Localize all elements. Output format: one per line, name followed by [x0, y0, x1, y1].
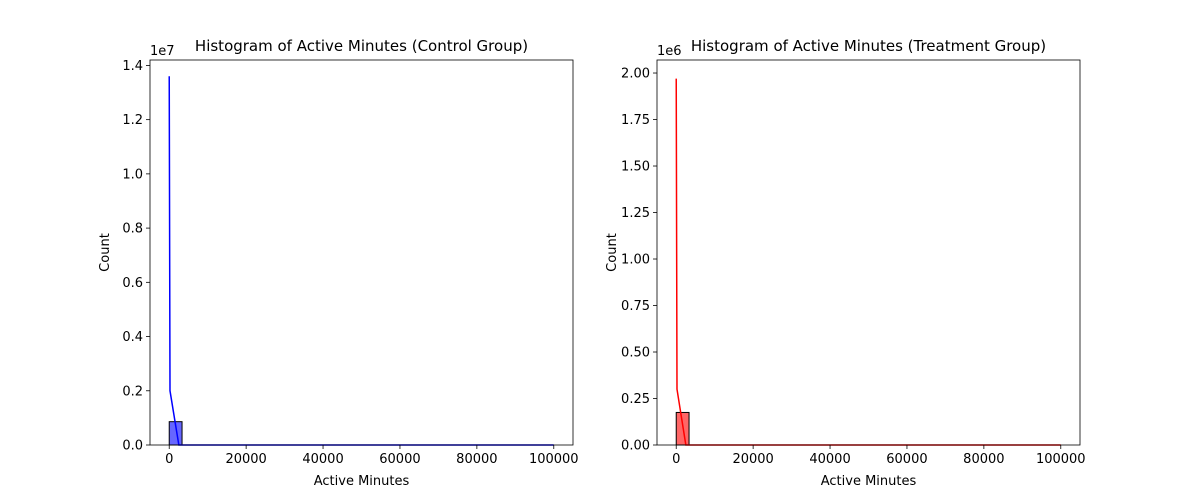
y-tick-label: 0.4: [122, 330, 143, 345]
x-tick-label: 60000: [886, 452, 927, 467]
chart-title: Histogram of Active Minutes (Control Gro…: [195, 37, 528, 55]
chart-treatment: 0 20000 40000 60000 80000 100000 0.00 0.25 0.50 0…: [605, 37, 1086, 489]
y-tick-label: 2.00: [621, 67, 650, 82]
y-tick-label: 0.2: [122, 384, 143, 399]
y-tick-label: 1.75: [621, 113, 650, 128]
x-tick-label: 40000: [302, 452, 343, 467]
y-tick-label: 0.8: [122, 222, 143, 237]
y-tick-label: 0.6: [122, 276, 143, 291]
y-tick-label: 1.4: [122, 59, 143, 74]
y-tick-label: 1.0: [122, 167, 143, 182]
x-tick-label: 80000: [963, 452, 1004, 467]
axes-frame: [149, 59, 574, 446]
x-tick-label: 20000: [732, 452, 773, 467]
chart-control: 0 20000 40000 60000 80000 100000 0.0 0.2 0.4 0.6 0…: [98, 37, 579, 489]
y-tick-label: 0.0: [122, 439, 143, 454]
y-tick-label: 1.25: [621, 206, 650, 221]
kde-line: [168, 76, 554, 446]
y-tick-label: 1.2: [122, 113, 143, 128]
y-offset-text: 1e6: [657, 44, 682, 59]
y-tick-label: 0.00: [621, 439, 650, 454]
x-tick-label: 40000: [809, 452, 850, 467]
x-tick-label: 0: [165, 452, 173, 467]
x-tick-label: 60000: [379, 452, 420, 467]
chart-title: Histogram of Active Minutes (Treatment G…: [691, 37, 1046, 55]
kde-line: [675, 78, 1061, 446]
x-tick-label: 0: [672, 452, 680, 467]
y-tick-label: 0.25: [621, 392, 650, 407]
x-tick-label: 100000: [1036, 452, 1086, 467]
x-tick-label: 80000: [456, 452, 497, 467]
y-tick-label: 0.50: [621, 346, 650, 361]
x-tick-label: 20000: [225, 452, 266, 467]
y-axis-label: Count: [605, 233, 620, 272]
x-tick-label: 100000: [529, 452, 579, 467]
axes-frame: [656, 59, 1081, 446]
y-axis-label: Count: [98, 233, 113, 272]
x-axis-label: Active Minutes: [821, 474, 917, 489]
y-tick-label: 0.75: [621, 299, 650, 314]
y-tick-label: 1.50: [621, 160, 650, 175]
y-offset-text: 1e7: [150, 44, 175, 59]
x-axis-label: Active Minutes: [314, 474, 410, 489]
y-tick-label: 1.00: [621, 253, 650, 268]
